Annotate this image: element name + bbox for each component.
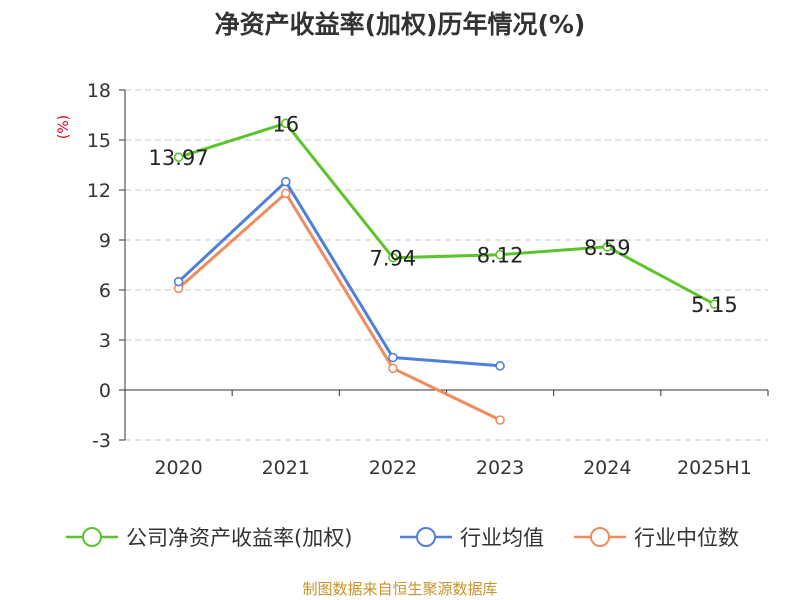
data-label: 8.12 — [477, 244, 524, 268]
x-tick-label: 2021 — [262, 457, 310, 479]
legend-label: 公司净资产收益率(加权) — [126, 526, 352, 550]
legend-item[interactable]: 行业均值 — [400, 526, 544, 550]
legend-marker — [416, 527, 436, 547]
legend-label: 行业中位数 — [634, 526, 739, 550]
legend[interactable]: 公司净资产收益率(加权) 行业均值 行业中位数 — [66, 526, 739, 550]
data-point — [280, 176, 291, 187]
data-labels: 13.97 16 7.94 8.12 8.59 5.15 — [149, 112, 738, 317]
data-point — [495, 249, 505, 260]
y-tick-label: 0 — [99, 380, 111, 402]
y-tick-label: 3 — [99, 330, 111, 352]
x-axis: 2020 2021 2022 2023 2024 2025H1 — [124, 389, 769, 479]
legend-marker — [82, 527, 102, 547]
data-label: 7.94 — [370, 247, 417, 271]
data-point — [173, 152, 184, 162]
chart-title: 净资产收益率(加权)历年情况(%) — [215, 10, 586, 39]
y-tick-label: 18 — [87, 80, 111, 102]
legend-item[interactable]: 行业中位数 — [574, 526, 739, 550]
series-layer — [173, 118, 720, 425]
data-point — [495, 415, 505, 425]
source-note: 制图数据来自恒生聚源数据库 — [302, 580, 497, 598]
legend-marker — [590, 527, 610, 547]
y-tick-label: -3 — [92, 430, 111, 452]
data-point — [495, 361, 505, 371]
y-tick-label: 15 — [87, 130, 111, 152]
data-label: 16 — [272, 112, 299, 136]
data-point — [388, 352, 398, 363]
series-line — [178, 121, 716, 306]
series-line — [177, 180, 501, 368]
x-tick-label: 2023 — [476, 457, 524, 479]
data-point — [280, 188, 291, 199]
data-point — [709, 299, 720, 309]
data-point — [280, 118, 291, 129]
data-label: 8.59 — [584, 236, 631, 260]
y-tick-label: 9 — [99, 230, 111, 252]
y-tick-label: 6 — [99, 280, 111, 302]
data-point — [602, 242, 613, 252]
y-axis-unit: (%) — [56, 115, 72, 139]
series-line — [177, 191, 501, 422]
data-point — [173, 276, 184, 287]
y-axis: -3 0 3 6 9 12 15 18 — [87, 80, 126, 452]
data-label: 13.97 — [149, 146, 209, 170]
x-tick-label: 2025H1 — [677, 457, 752, 479]
legend-item[interactable]: 公司净资产收益率(加权) — [66, 526, 352, 550]
data-point — [388, 252, 398, 263]
x-tick-label: 2020 — [154, 457, 202, 479]
x-tick-label: 2022 — [369, 457, 417, 479]
data-point — [388, 363, 398, 374]
data-label: 5.15 — [691, 293, 738, 317]
y-tick-label: 12 — [87, 180, 111, 202]
legend-label: 行业均值 — [460, 526, 544, 550]
x-tick-label: 2024 — [583, 457, 631, 479]
